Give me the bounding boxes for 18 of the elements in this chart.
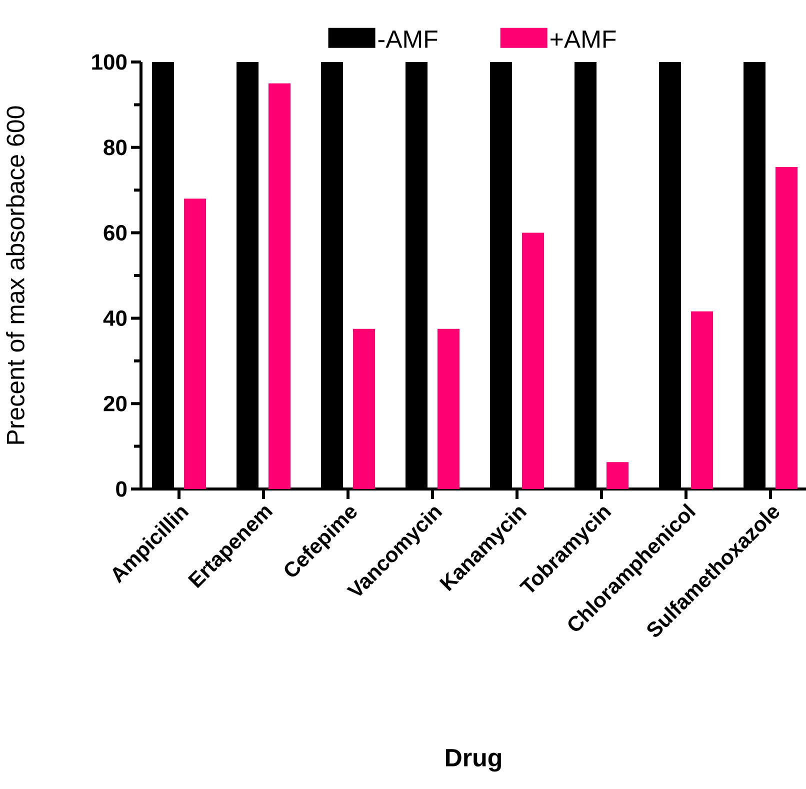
bar	[776, 167, 798, 489]
y-tick-label: 60	[104, 225, 127, 241]
y-tick-label: 100	[92, 54, 127, 70]
legend-label: -AMF	[378, 30, 438, 48]
bar	[268, 83, 291, 489]
legend-label: +AMF	[550, 30, 616, 48]
y-tick-label: 80	[104, 140, 127, 156]
y-tick-label: 0	[116, 481, 127, 497]
y-tick-label: 20	[104, 396, 127, 412]
y-tick-label: 40	[103, 310, 127, 326]
bar	[353, 328, 376, 489]
bar	[522, 232, 544, 489]
x-axis-title: Drug	[446, 749, 501, 772]
y-axis-title: Precent of max absorbace 600	[6, 106, 24, 444]
bar	[438, 328, 460, 489]
bar	[184, 198, 206, 489]
bar	[606, 462, 629, 489]
bar	[691, 311, 714, 489]
